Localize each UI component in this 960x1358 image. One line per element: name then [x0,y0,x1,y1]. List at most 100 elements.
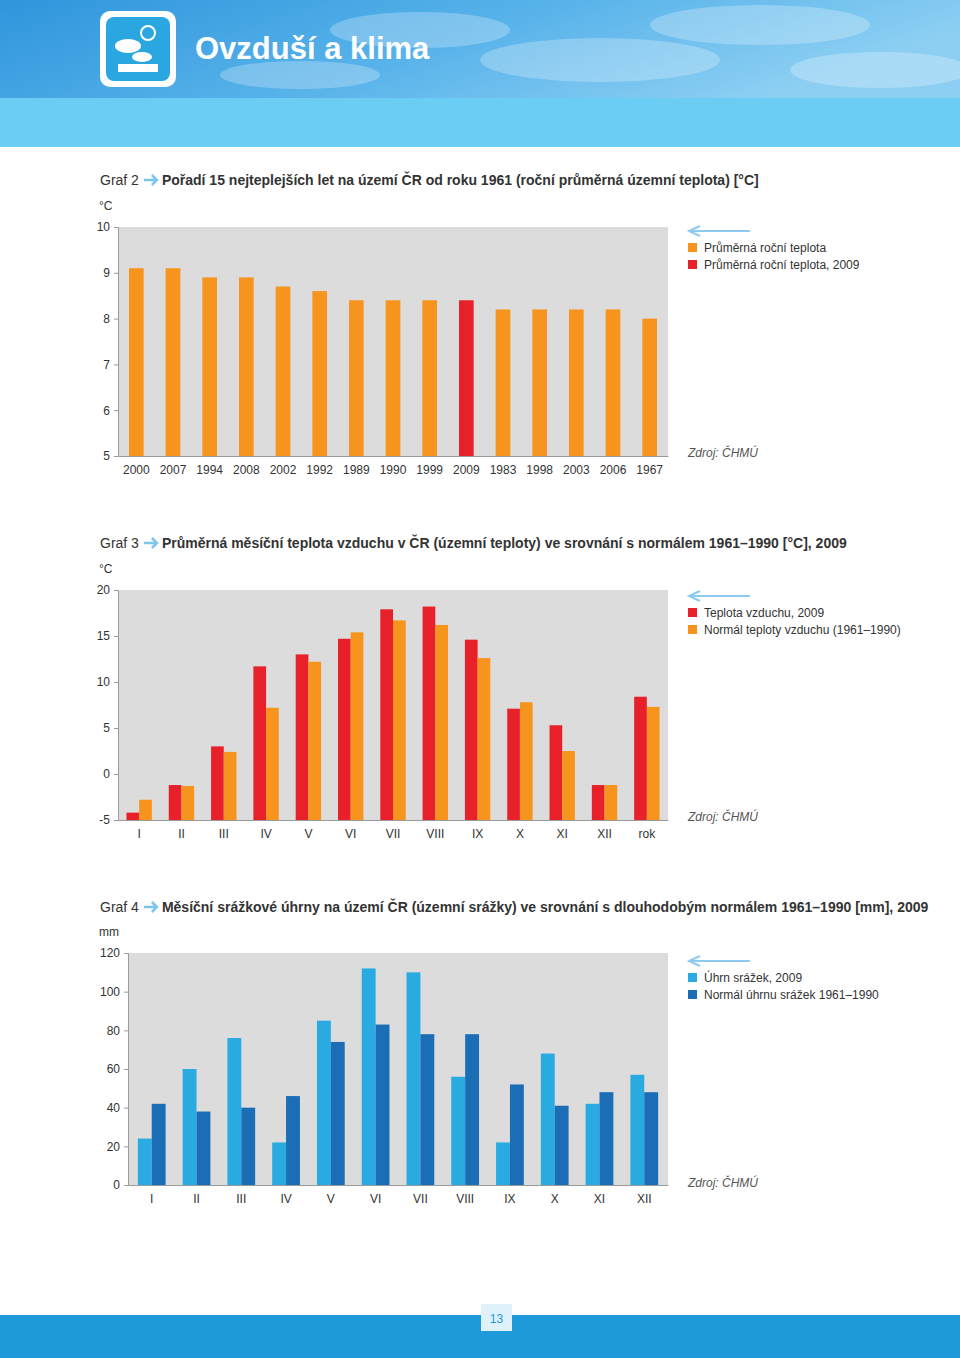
bar [211,746,224,820]
icon-body [106,17,170,81]
x-tick-label: 2009 [453,463,480,477]
y-tick-label: 0 [113,1178,120,1192]
y-axis: 5678910 [97,220,119,463]
bar [224,752,237,820]
y-tick: 60 [107,1062,128,1076]
bar [241,1108,255,1185]
bar [422,300,437,456]
figure-label: Graf 4 [100,899,139,915]
bar [459,300,474,456]
y-tick-mark [114,273,118,274]
x-tick: XII [597,827,612,841]
legend: Průměrná roční teplotaPrůměrná roční tep… [688,226,860,272]
bar [312,291,327,456]
x-tick-label: II [178,827,185,841]
bars [129,268,657,456]
x-tick-label: III [219,827,229,841]
x-tick: 1967 [636,463,663,477]
x-tick: VII [386,827,401,841]
x-tick: 1989 [343,463,370,477]
legend-swatch [688,608,697,617]
legend-label: Úhrn srážek, 2009 [704,970,802,985]
x-tick: 2008 [233,463,260,477]
source-note: Zdroj: ČHMÚ [687,1175,758,1190]
bar [644,1092,658,1185]
bar [555,1106,569,1185]
y-tick-label: 5 [103,721,110,735]
icon-sun [141,26,155,40]
bar [166,268,181,456]
y-tick: 20 [97,583,118,597]
cloud [650,5,870,45]
bar [197,1112,211,1185]
bars [138,968,658,1185]
y-tick: 5 [103,449,118,463]
cloud [790,52,960,88]
y-tick-label: 60 [107,1062,121,1076]
y-tick-mark [114,728,118,729]
legend-swatch [688,625,697,634]
title-arrow [144,902,157,912]
x-tick: VII [413,1192,428,1206]
bar [276,287,291,456]
y-tick-label: 0 [103,767,110,781]
y-tick-label: 9 [103,266,110,280]
bar [266,708,279,820]
bar [642,319,657,456]
x-tick: III [219,827,229,841]
bar [647,707,660,820]
bar [606,309,621,456]
legend-swatch [688,260,697,269]
bar [349,300,364,456]
x-tick: 2007 [160,463,187,477]
bar [496,309,511,456]
x-tick: 1990 [380,463,407,477]
x-tick: III [236,1192,246,1206]
y-tick: 100 [100,985,128,999]
x-tick: VI [370,1192,381,1206]
y-axis-line [114,228,119,457]
y-tick-mark [114,364,118,365]
chart: Graf 4 Měsíční srážkové úhrny na území ČR… [99,898,929,1206]
x-tick-label: IV [280,1192,291,1206]
y-tick: 5 [103,721,118,735]
x-tick: X [551,1192,559,1206]
x-tick: XI [594,1192,605,1206]
x-axis: IIIIIIIVVVIVIIVIIIIXXXIXIIrok [119,821,669,841]
legend-arrow [689,956,750,966]
x-tick-label: 1998 [526,463,553,477]
y-tick-label: 10 [97,675,111,689]
y-tick: 6 [103,404,118,418]
x-tick: 2009 [453,463,480,477]
figure-label: Graf 2 [100,172,139,188]
icon-cloud [115,39,141,53]
x-axis-line [129,1185,669,1186]
y-tick-mark [114,227,118,228]
x-tick-label: IX [504,1192,515,1206]
legend-swatch [688,990,697,999]
bar [169,785,182,820]
y-axis: 020406080100120 [100,946,129,1192]
x-tick: I [137,827,140,841]
plot-background [118,590,668,820]
bar [126,813,139,820]
bar [605,785,618,820]
header-subband [0,98,960,147]
y-tick-label: 10 [97,220,111,234]
legend-swatch [688,973,697,982]
bar [239,277,254,456]
y-tick-label: 40 [107,1101,121,1115]
figure-label: Graf 3 [100,535,139,551]
bar [393,620,406,820]
chart-title: Měsíční srážkové úhrny na území ČR (územ… [162,898,929,915]
bar [308,662,321,820]
bar [386,300,401,456]
chart-title: Pořadí 15 nejteplejších let na území ČR … [162,171,759,188]
x-tick: 2003 [563,463,590,477]
bar [630,1075,644,1185]
y-tick: 15 [97,629,118,643]
x-tick-label: rok [639,827,657,841]
chart-title: Průměrná měsíční teplota vzduchu v ČR (ú… [162,534,847,551]
bar [423,607,436,820]
x-tick-label: 1992 [306,463,333,477]
